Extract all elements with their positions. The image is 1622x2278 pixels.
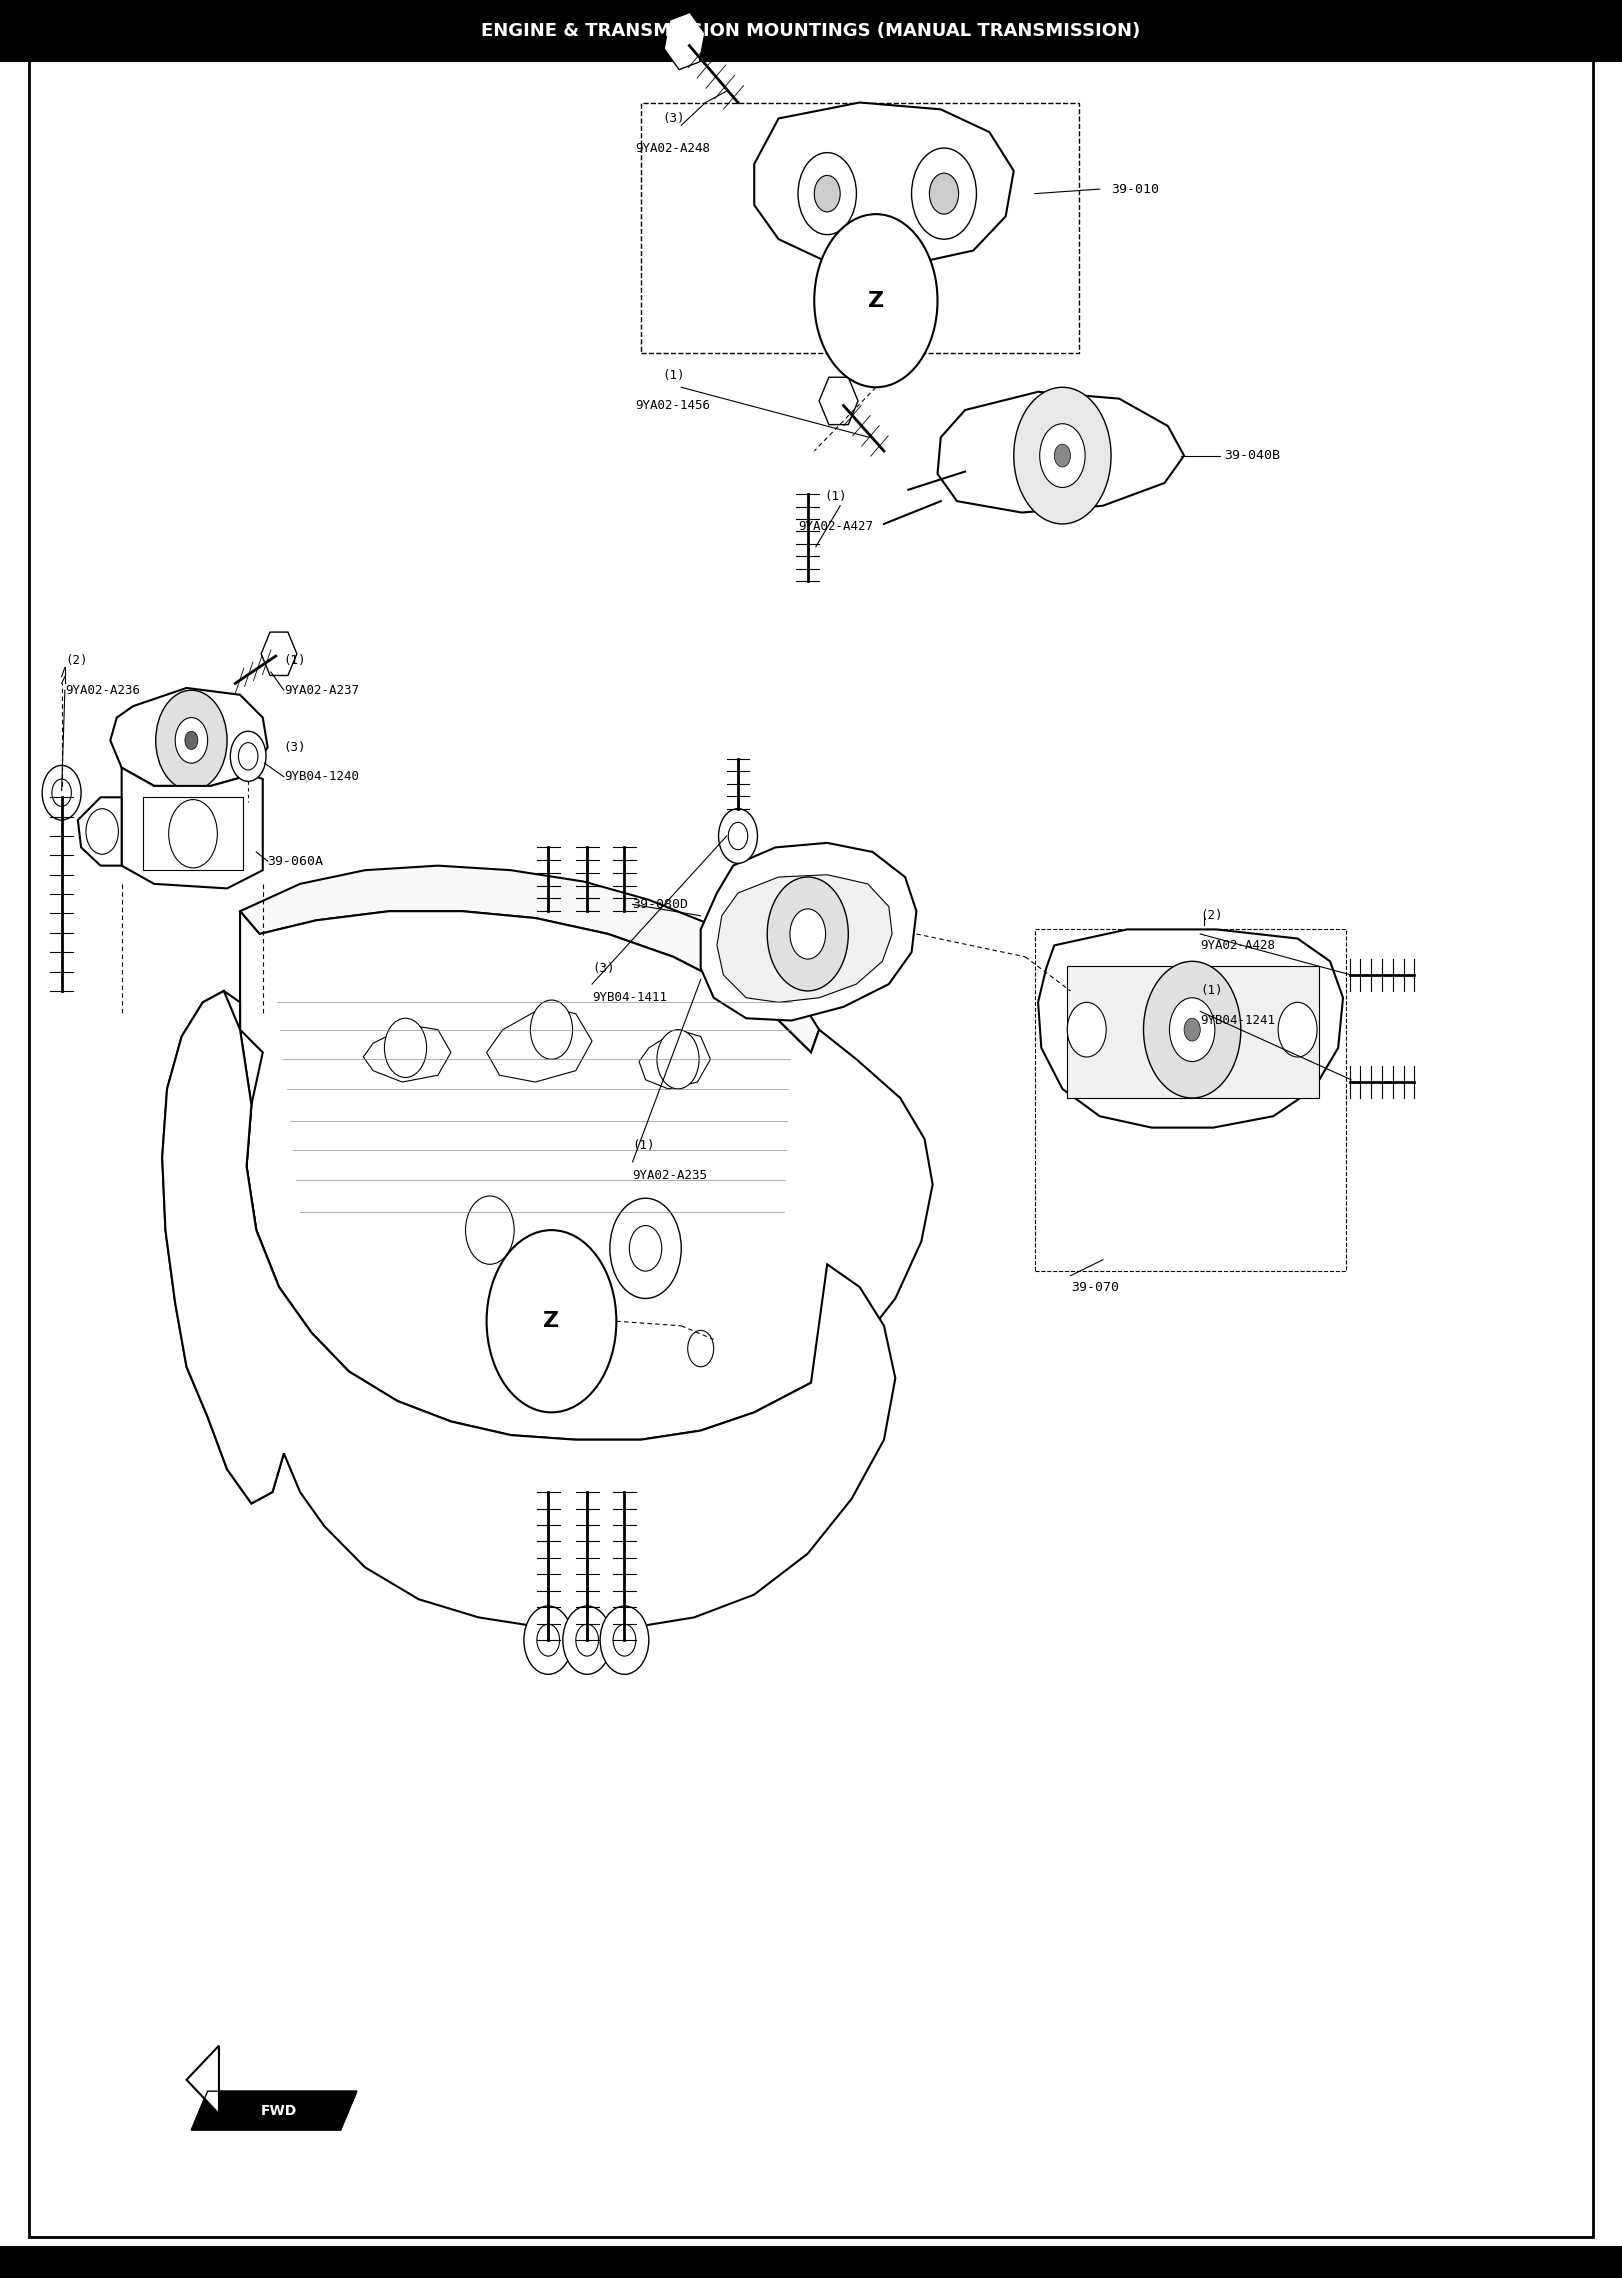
Circle shape (1184, 1018, 1200, 1041)
Circle shape (530, 1000, 573, 1059)
Text: 9YA02-A427: 9YA02-A427 (798, 519, 873, 533)
Circle shape (524, 1606, 573, 1674)
Polygon shape (1038, 929, 1343, 1128)
Polygon shape (78, 797, 122, 866)
Text: 39-060A: 39-060A (268, 854, 324, 868)
Circle shape (169, 800, 217, 868)
Circle shape (1144, 961, 1241, 1098)
Text: 9YA02-1456: 9YA02-1456 (636, 399, 710, 412)
Text: ENGINE & TRANSMISSION MOUNTINGS (MANUAL TRANSMISSION): ENGINE & TRANSMISSION MOUNTINGS (MANUAL … (482, 23, 1140, 39)
Circle shape (719, 809, 757, 863)
Polygon shape (663, 11, 706, 71)
Text: 9YB04-1241: 9YB04-1241 (1200, 1014, 1275, 1027)
Circle shape (613, 1624, 636, 1656)
Polygon shape (363, 1025, 451, 1082)
Circle shape (1067, 1002, 1106, 1057)
Circle shape (156, 690, 227, 790)
Circle shape (537, 1624, 560, 1656)
Circle shape (728, 822, 748, 850)
Polygon shape (717, 875, 892, 1002)
Circle shape (185, 731, 198, 749)
Circle shape (52, 779, 71, 806)
Circle shape (929, 173, 959, 214)
Circle shape (912, 148, 976, 239)
Circle shape (1040, 424, 1085, 487)
Text: 9YA02-A237: 9YA02-A237 (284, 683, 358, 697)
Text: 9YB04-1411: 9YB04-1411 (592, 991, 667, 1005)
Circle shape (563, 1606, 611, 1674)
Polygon shape (191, 2091, 357, 2130)
Polygon shape (487, 1007, 592, 1082)
Circle shape (600, 1606, 649, 1674)
Text: (3): (3) (284, 740, 307, 754)
Circle shape (814, 214, 938, 387)
Circle shape (790, 909, 826, 959)
Circle shape (576, 1624, 599, 1656)
Bar (0, 2246, 1622, 2278)
Polygon shape (701, 843, 916, 1021)
Circle shape (1054, 444, 1071, 467)
Circle shape (1278, 1002, 1317, 1057)
Polygon shape (639, 1030, 710, 1089)
Circle shape (175, 718, 208, 763)
Circle shape (466, 1196, 514, 1264)
Circle shape (688, 1330, 714, 1367)
Text: 39-040B: 39-040B (1225, 449, 1281, 462)
Text: 9YA02-A428: 9YA02-A428 (1200, 939, 1275, 952)
Text: (2): (2) (65, 654, 88, 667)
Circle shape (610, 1198, 681, 1298)
Text: (1): (1) (633, 1139, 655, 1153)
Bar (143, 797, 243, 870)
Text: 9YA02-A248: 9YA02-A248 (636, 141, 710, 155)
Polygon shape (187, 2046, 219, 2114)
Text: (3): (3) (592, 961, 615, 975)
Text: 9YB04-1240: 9YB04-1240 (284, 770, 358, 784)
Circle shape (230, 731, 266, 781)
Polygon shape (261, 631, 297, 677)
Polygon shape (754, 103, 1014, 267)
Text: (1): (1) (1200, 984, 1223, 998)
Polygon shape (110, 688, 268, 786)
Text: (1): (1) (662, 369, 684, 383)
Polygon shape (122, 768, 263, 888)
Circle shape (384, 1018, 427, 1077)
Polygon shape (938, 392, 1184, 513)
Circle shape (487, 1230, 616, 1412)
Text: 9YA02-A235: 9YA02-A235 (633, 1169, 707, 1182)
Polygon shape (240, 911, 933, 1440)
Circle shape (1014, 387, 1111, 524)
Circle shape (629, 1226, 662, 1271)
Text: (1): (1) (824, 490, 847, 503)
Text: Z: Z (868, 292, 884, 310)
Text: (3): (3) (662, 112, 684, 125)
Circle shape (238, 743, 258, 770)
Text: 39-070: 39-070 (1071, 1280, 1119, 1294)
Bar (641, 103, 1079, 353)
Text: Z: Z (543, 1312, 560, 1330)
Circle shape (657, 1030, 699, 1089)
Text: (1): (1) (284, 654, 307, 667)
Text: FWD: FWD (261, 2103, 297, 2119)
Polygon shape (819, 378, 858, 424)
Circle shape (814, 175, 840, 212)
Text: 39-080D: 39-080D (633, 898, 689, 911)
Polygon shape (162, 991, 349, 1503)
Bar (1067, 966, 1319, 1098)
Circle shape (86, 809, 118, 854)
Text: 9YA02-A236: 9YA02-A236 (65, 683, 139, 697)
Polygon shape (240, 866, 819, 1052)
Bar (0, 0, 1622, 62)
Circle shape (1169, 998, 1215, 1062)
Circle shape (42, 765, 81, 820)
Text: 39-010: 39-010 (1111, 182, 1160, 196)
Bar (1035, 929, 1346, 1271)
Text: (2): (2) (1200, 909, 1223, 923)
Circle shape (767, 877, 848, 991)
Circle shape (798, 153, 856, 235)
Polygon shape (162, 991, 895, 1629)
